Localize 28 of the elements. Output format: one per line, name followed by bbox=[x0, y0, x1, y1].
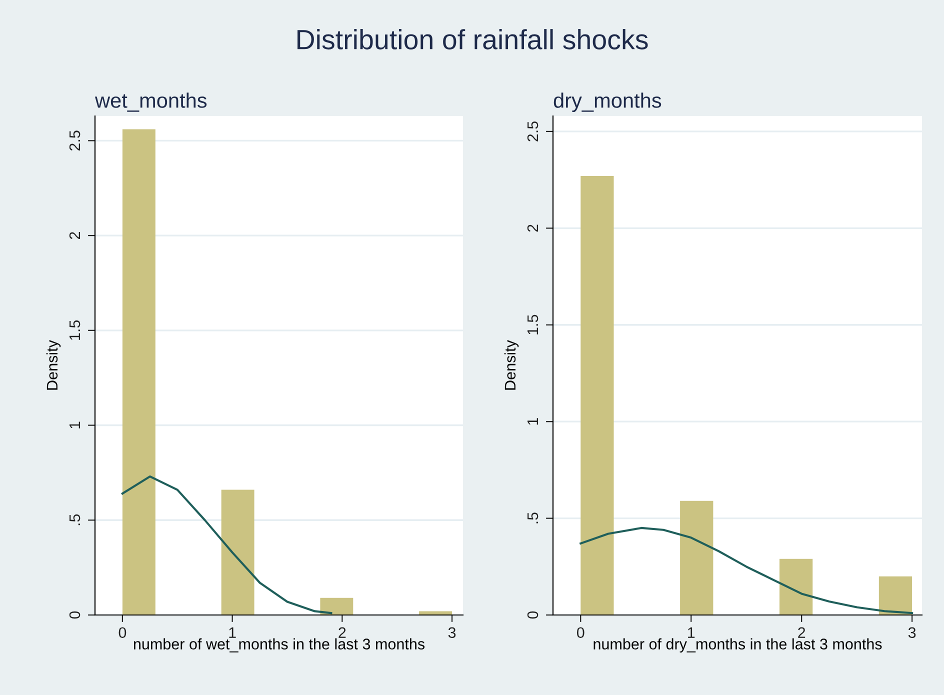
x-tick-label: 2 bbox=[798, 627, 806, 638]
x-axis-title: number of wet_months in the last 3 months bbox=[134, 638, 425, 652]
y-tick-label: .5 bbox=[70, 514, 80, 526]
y-tick-label: .5 bbox=[528, 512, 538, 524]
y-axis-title: Density bbox=[504, 340, 519, 390]
x-axis-title: number of dry_months in the last 3 months bbox=[594, 638, 882, 653]
chart-title: dry_months bbox=[554, 92, 662, 112]
x-tick-label: 0 bbox=[118, 627, 126, 638]
line-series bbox=[580, 526, 914, 614]
y-tick-label: 1.5 bbox=[70, 320, 80, 340]
y-tick-label: 0 bbox=[69, 611, 80, 619]
y-tick-label: 1 bbox=[70, 422, 80, 428]
y-tick-label: 2.5 bbox=[69, 130, 80, 151]
y-tick-label: 2 bbox=[69, 232, 80, 240]
text: Distribution of rainfall shocks bbox=[298, 29, 648, 50]
chart-title: wet_months bbox=[94, 92, 207, 112]
x-tick-label: 3 bbox=[908, 627, 916, 638]
x-tick-label: 1 bbox=[688, 627, 695, 638]
y-tick-label: 2.5 bbox=[527, 121, 538, 142]
y-axis-title: Density bbox=[46, 340, 61, 390]
y-tick-label: 0 bbox=[527, 611, 538, 619]
x-tick-label: 0 bbox=[576, 627, 584, 638]
y-tick-label: 1 bbox=[528, 418, 538, 425]
x-tick-label: 3 bbox=[448, 627, 456, 638]
y-tick-label: 1.5 bbox=[528, 314, 538, 334]
y-tick-label: 2 bbox=[527, 224, 538, 232]
x-tick-label: 1 bbox=[229, 627, 236, 638]
x-tick-label: 2 bbox=[338, 627, 346, 638]
